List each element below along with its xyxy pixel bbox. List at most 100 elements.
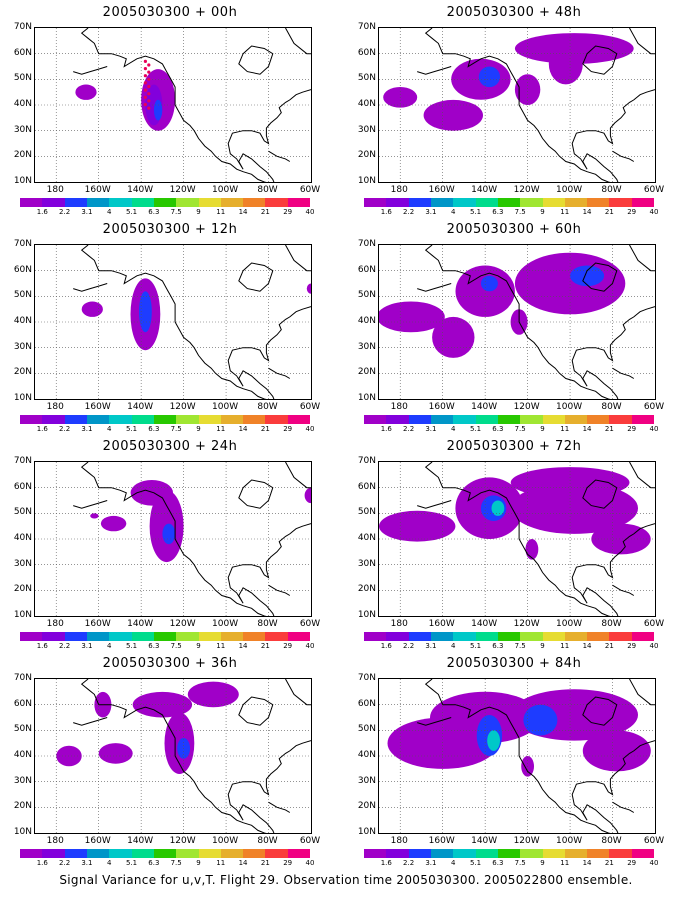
colorbar-swatch bbox=[86, 415, 110, 424]
variance-field bbox=[56, 681, 239, 774]
colorbar-label: 7.5 bbox=[514, 642, 526, 650]
latitude-label: 30N bbox=[357, 775, 376, 786]
coastline-greenland bbox=[285, 679, 311, 706]
map-panel: 2005030300 + 36h 70N 60N 50N 40N 30N 20N 10N 180… bbox=[0, 656, 340, 871]
colorbar-swatch bbox=[497, 632, 521, 641]
latitude-label: 40N bbox=[357, 750, 376, 760]
colorbar-swatch bbox=[520, 198, 543, 207]
observation-track bbox=[143, 59, 151, 110]
panel-title: 2005030300 + 00h bbox=[102, 5, 238, 20]
coastline-aleutians bbox=[417, 500, 452, 509]
colorbar-swatch bbox=[153, 849, 177, 858]
colorbar-label: 14 bbox=[582, 425, 592, 433]
coastline-caribbean bbox=[612, 367, 635, 379]
colorbar-swatch bbox=[176, 415, 199, 424]
map-frame bbox=[378, 244, 656, 400]
colorbar-swatch bbox=[631, 415, 655, 424]
colorbar-label: 21 bbox=[260, 425, 270, 433]
colorbar-label: 4 bbox=[106, 208, 112, 216]
observation-marker bbox=[143, 67, 147, 71]
colorbar-label: 11 bbox=[216, 425, 226, 433]
colorbar-swatch bbox=[453, 632, 476, 641]
colorbar-label: 2.2 bbox=[403, 859, 415, 867]
colorbar-label: 11 bbox=[216, 642, 226, 650]
latitude-label: 10N bbox=[357, 827, 376, 837]
colorbar-label: 40 bbox=[649, 642, 659, 650]
variance-contour bbox=[306, 283, 311, 294]
colorbar-label: 4 bbox=[450, 859, 456, 867]
coastline-north-america bbox=[98, 704, 311, 833]
colorbar-label: 4 bbox=[450, 642, 456, 650]
colorbar-label: 6.3 bbox=[148, 425, 160, 433]
colorbar-label: 21 bbox=[604, 642, 614, 650]
variance-contour bbox=[480, 275, 498, 292]
longitude-label: 60W bbox=[299, 185, 321, 195]
colorbar-label: 14 bbox=[582, 642, 592, 650]
longitude-label: 140W bbox=[471, 619, 498, 629]
longitude-label: 100W bbox=[556, 836, 583, 846]
colorbar-swatch bbox=[364, 415, 387, 424]
longitude-label: 60W bbox=[299, 836, 321, 846]
map-canvas bbox=[35, 462, 311, 616]
colorbar-label: 11 bbox=[560, 642, 570, 650]
latitude-label: 10N bbox=[13, 393, 32, 403]
latitude-label: 40N bbox=[13, 533, 32, 543]
colorbar-swatch bbox=[430, 632, 454, 641]
colorbar-label: 5.1 bbox=[469, 642, 482, 650]
observation-marker bbox=[143, 59, 147, 63]
colorbar-swatch bbox=[20, 198, 43, 207]
longitude-label: 80W bbox=[601, 619, 622, 629]
observation-marker bbox=[143, 95, 147, 99]
latitude-label: 40N bbox=[13, 316, 32, 326]
colorbar bbox=[364, 632, 655, 641]
latitude-label: 50N bbox=[357, 73, 376, 84]
colorbar-label: 9 bbox=[540, 425, 545, 433]
coastline-aleutians bbox=[417, 66, 452, 75]
coastline-caribbean bbox=[612, 584, 635, 596]
colorbar-swatch bbox=[198, 632, 221, 641]
colorbar-swatch bbox=[631, 849, 655, 858]
latitude-label: 40N bbox=[13, 750, 32, 760]
colorbar-label: 40 bbox=[305, 859, 315, 867]
longitude-label: 60W bbox=[643, 619, 665, 629]
colorbar-swatch bbox=[64, 415, 87, 424]
colorbar bbox=[364, 198, 655, 207]
coastline-greenland bbox=[285, 28, 311, 55]
colorbar-swatch bbox=[198, 415, 221, 424]
observation-marker bbox=[147, 92, 151, 96]
colorbar-swatch bbox=[220, 198, 244, 207]
colorbar-swatch bbox=[265, 632, 288, 641]
latitude-label: 40N bbox=[13, 99, 32, 109]
graticule bbox=[379, 28, 655, 182]
colorbar-swatch bbox=[609, 632, 632, 641]
colorbar-swatch bbox=[287, 632, 311, 641]
longitude-label: 80W bbox=[257, 185, 278, 195]
latitude-label: 30N bbox=[13, 341, 32, 352]
graticule bbox=[379, 462, 655, 616]
colorbar-swatch bbox=[386, 415, 409, 424]
longitude-label: 100W bbox=[556, 402, 583, 412]
map-canvas bbox=[379, 28, 655, 182]
coastline-greenland bbox=[629, 245, 655, 272]
colorbar-label: 4 bbox=[106, 425, 112, 433]
colorbar-label: 1.6 bbox=[36, 425, 48, 433]
longitude-label: 160W bbox=[428, 185, 455, 195]
coastline-alaska bbox=[80, 679, 100, 705]
colorbar-labels: 1.6 2.2 3.1 4 5.1 6.3 7.5 9 11 14 21 29 40 bbox=[364, 642, 659, 652]
map-frame bbox=[378, 678, 656, 834]
coastline-hudson-bay bbox=[582, 479, 618, 509]
coastlines bbox=[417, 28, 655, 182]
colorbar-swatch bbox=[386, 849, 409, 858]
latitude-label: 30N bbox=[357, 341, 376, 352]
colorbar-label: 9 bbox=[196, 208, 201, 216]
latitude-label: 20N bbox=[357, 584, 376, 595]
observation-marker bbox=[143, 81, 147, 85]
colorbar-label: 29 bbox=[283, 859, 293, 867]
coastline-greenland bbox=[285, 462, 311, 489]
colorbar-swatch bbox=[42, 415, 65, 424]
longitude-label: 80W bbox=[257, 402, 278, 412]
latitude-label: 20N bbox=[13, 150, 32, 161]
colorbar-swatch bbox=[453, 849, 476, 858]
latitude-label: 10N bbox=[13, 176, 32, 186]
variance-contour bbox=[98, 743, 133, 764]
